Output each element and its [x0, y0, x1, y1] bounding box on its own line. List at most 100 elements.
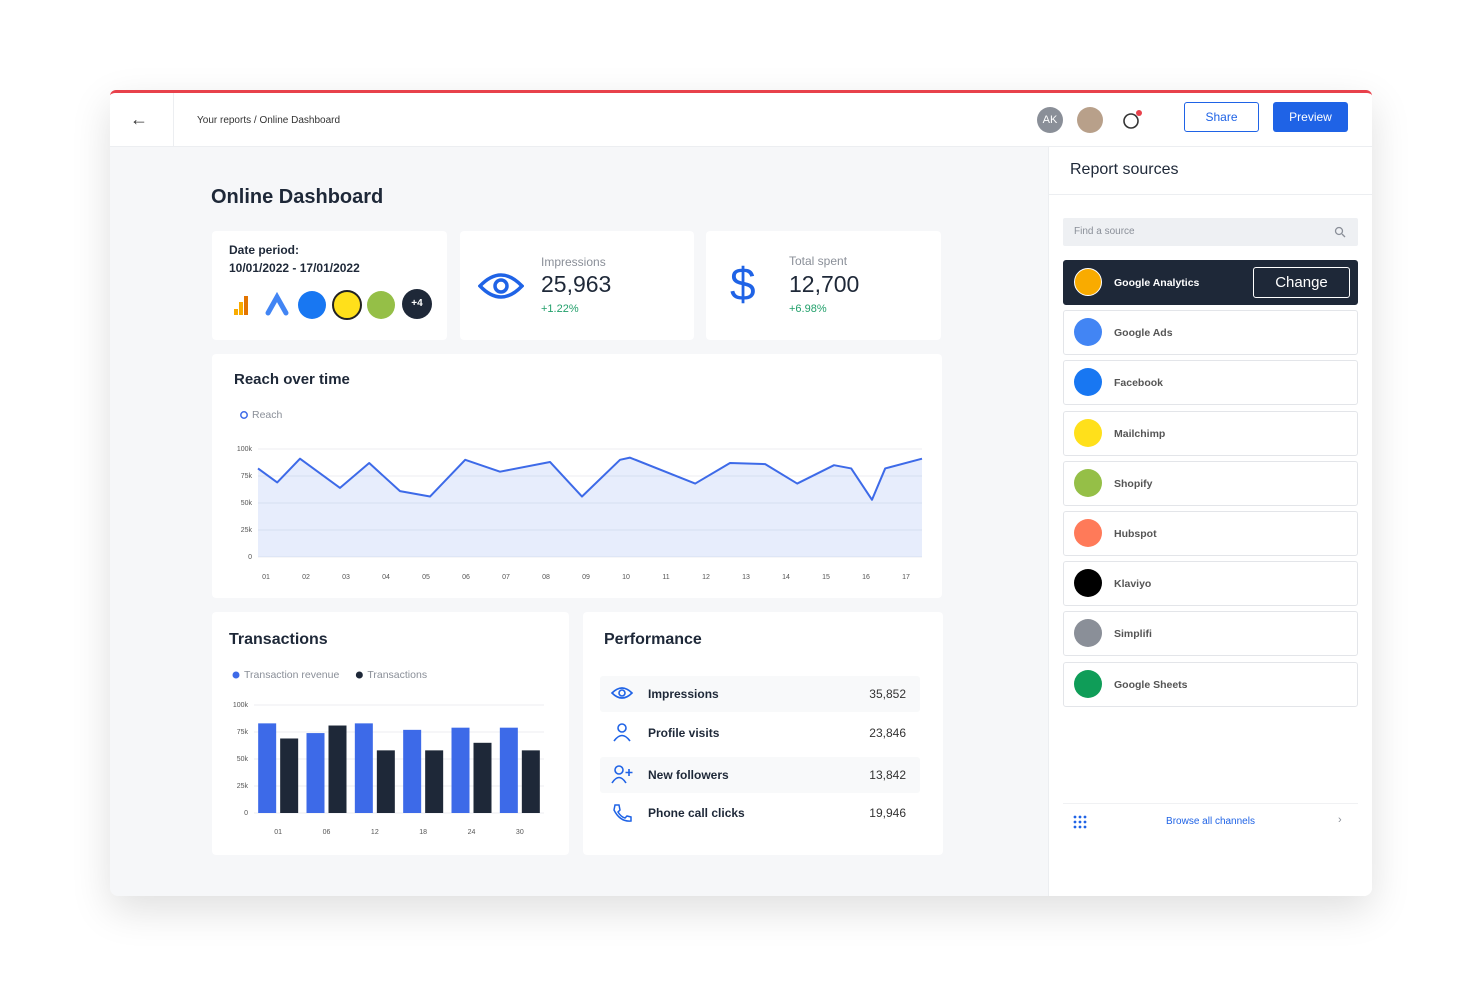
top-bar	[110, 93, 1372, 147]
breadcrumb[interactable]: Your reports / Online Dashboard	[197, 115, 341, 126]
dollar-icon: $	[730, 258, 756, 310]
chart-title: Transactions	[229, 631, 328, 648]
avatar[interactable]: AK	[1037, 107, 1063, 133]
y-tick-label: 50k	[237, 756, 249, 763]
legend-label: Transactions	[367, 669, 427, 681]
source-item[interactable]: Facebook	[1063, 360, 1358, 406]
y-tick-label: 75k	[237, 729, 249, 736]
sources-title: Report sources	[1070, 161, 1179, 178]
legend-marker	[232, 671, 240, 679]
bar	[473, 742, 492, 813]
source-name: Facebook	[1114, 377, 1164, 390]
bar	[354, 723, 373, 813]
performance-title: Performance	[604, 631, 702, 648]
source-item[interactable]: Shopify	[1063, 460, 1358, 506]
source-name: Hubspot	[1114, 528, 1157, 540]
x-tick-label: 15	[822, 574, 830, 581]
transactions-card: Transactions 0 25k 50k 75k 100k Transaction r…	[212, 612, 569, 855]
kpi-value: 25,963	[541, 271, 612, 297]
x-tick-label: 13	[742, 574, 750, 581]
y-tick-label: 100k	[237, 446, 253, 453]
avatar-photo[interactable]	[1077, 107, 1103, 133]
source-name: Shopify	[1114, 477, 1153, 490]
y-tick-label: 0	[248, 554, 252, 561]
x-tick-label: 01	[262, 574, 270, 581]
source-icon	[1074, 418, 1102, 447]
y-tick-label: 50k	[241, 500, 253, 507]
grid-icon	[1073, 815, 1087, 829]
kpi-change: +6.98%	[789, 303, 827, 315]
date-label: Date period:	[229, 243, 300, 257]
x-tick-label: 12	[702, 574, 710, 581]
source-item[interactable]: Google Ads	[1063, 310, 1358, 356]
change-button[interactable]: Change	[1253, 267, 1350, 298]
source-name: Mailchimp	[1114, 427, 1166, 440]
source-icon	[1074, 268, 1102, 296]
source-item[interactable]: Google Sheets	[1063, 661, 1358, 707]
bar	[306, 733, 325, 813]
y-tick-label: 100k	[233, 702, 249, 709]
search-box[interactable]: Find a source	[1063, 218, 1358, 246]
bar	[258, 723, 277, 813]
source-icon	[1074, 669, 1102, 698]
x-tick-label: 04	[382, 574, 390, 581]
x-tick-label: 06	[323, 829, 331, 836]
source-icons	[234, 290, 395, 320]
preview-button[interactable]: Preview	[1273, 102, 1348, 132]
chart: 0 25k 50k 75k 100k Transaction revenue Transac…	[232, 669, 544, 836]
x-tick-label: 06	[462, 574, 470, 581]
bar	[328, 725, 347, 813]
back-button[interactable]: ←	[130, 109, 148, 129]
x-tick-label: 18	[419, 829, 427, 836]
source-name: Simplifi	[1114, 628, 1152, 641]
x-tick-label: 08	[542, 574, 550, 581]
y-tick-label: 0	[244, 810, 248, 817]
row-label: Profile visits	[648, 726, 720, 740]
chat-icon[interactable]	[1120, 108, 1144, 132]
chart-title: Reach over time	[234, 371, 350, 388]
x-tick-label: 14	[782, 574, 790, 581]
source-item[interactable]: Google Analytics Change	[1063, 260, 1358, 305]
x-tick-label: 10	[622, 574, 630, 581]
source-item[interactable]: Mailchimp	[1063, 410, 1358, 456]
row-icon	[613, 723, 631, 742]
x-tick-label: 05	[422, 574, 430, 581]
row-value: 13,842	[869, 768, 906, 782]
browse-row[interactable]: Browse all channels ›	[1063, 803, 1358, 840]
performance-row: Impressions 35,852	[600, 676, 920, 712]
date-range: 10/01/2022 - 17/01/2022	[229, 261, 360, 275]
share-button[interactable]: Share	[1184, 102, 1259, 132]
bar	[451, 727, 470, 813]
performance-card: Performance Impressions 35,852 Profile vis…	[583, 612, 943, 855]
x-tick-label: 07	[502, 574, 510, 581]
divider	[173, 93, 174, 146]
source-name: Google Analytics	[1114, 277, 1200, 289]
row-icon	[613, 804, 632, 822]
bar	[425, 750, 444, 813]
x-tick-label: 24	[468, 829, 476, 836]
area	[258, 457, 922, 557]
performance-row: New followers 13,842	[600, 757, 920, 793]
kpi-value: 12,700	[789, 271, 860, 297]
performance-row: Phone call clicks 19,946	[600, 795, 920, 831]
legend-label: Transaction revenue	[244, 669, 339, 681]
chart: 0 25k 50k 75k 100k Reach 01 02 03 04 05 06 07 08 09 10 1…	[237, 409, 923, 581]
source-name: Google Sheets	[1114, 678, 1188, 691]
source-icon	[1074, 318, 1102, 347]
kpi-label: Total spent	[789, 254, 848, 268]
more-sources[interactable]: +4	[402, 289, 432, 319]
source-item[interactable]: Hubspot	[1063, 511, 1358, 556]
source-item[interactable]: Klaviyo	[1063, 561, 1358, 607]
browse-link[interactable]: Browse all channels	[1166, 816, 1255, 827]
x-tick-label: 02	[302, 574, 310, 581]
bar	[521, 750, 540, 813]
legend-marker	[355, 671, 363, 679]
x-tick-label: 01	[274, 829, 282, 836]
x-tick-label: 03	[342, 574, 350, 581]
source-item[interactable]: Simplifi	[1063, 611, 1358, 657]
x-tick-label: 17	[902, 574, 910, 581]
row-value: 35,852	[869, 687, 906, 701]
kpi-label: Impressions	[541, 255, 606, 269]
row-icon	[610, 687, 634, 699]
